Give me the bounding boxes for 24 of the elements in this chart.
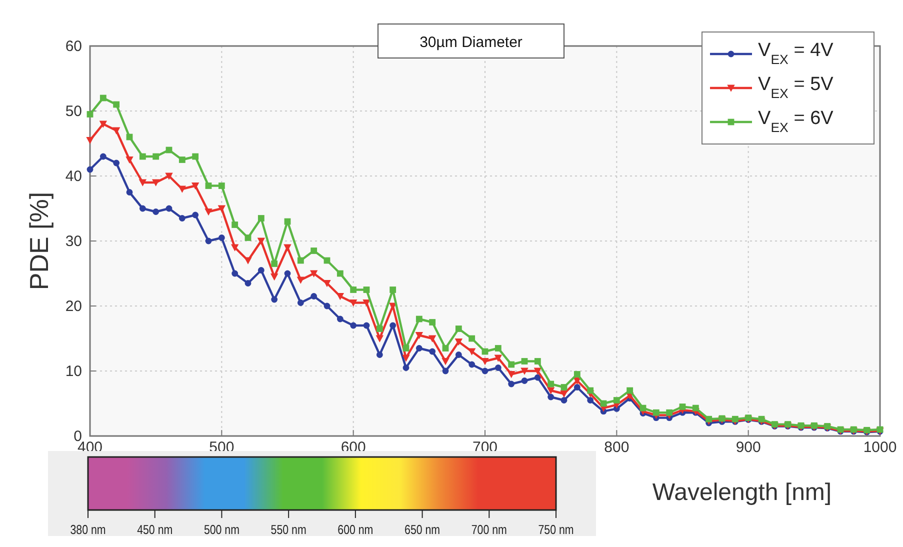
- y-tick-label: 60: [65, 38, 82, 55]
- text: 600 nm: [338, 522, 374, 538]
- legend-label: V$_{EX}$ = 4V: [758, 40, 834, 66]
- x-axis-title: Wavelength [nm]: [652, 479, 832, 506]
- text: 450 nm: [137, 522, 173, 538]
- x-tick-label: 800: [604, 439, 630, 456]
- y-tick-label: 10: [65, 363, 82, 380]
- text: 550 nm: [270, 522, 306, 538]
- y-tick-label: 50: [65, 103, 82, 120]
- annotation: 30µm Diameter: [420, 34, 522, 51]
- y-tick-label: 20: [65, 298, 82, 315]
- y-tick-label: 40: [65, 168, 82, 185]
- legend-label: V$_{EX}$ = 5V: [758, 74, 834, 100]
- x-tick-label: 900: [736, 439, 761, 456]
- y-tick-label: 0: [74, 428, 82, 445]
- text: 500 nm: [204, 522, 240, 538]
- text: 650 nm: [404, 522, 440, 538]
- x-tick-label: 1000: [863, 439, 897, 456]
- text: 700 nm: [471, 522, 507, 538]
- y-tick-label: 30: [65, 233, 82, 250]
- text: 380 nm: [70, 522, 106, 538]
- text: 750 nm: [538, 522, 574, 538]
- y-axis-title: PDE [%]: [24, 192, 54, 290]
- legend-label: V$_{EX}$ = 6V: [758, 108, 834, 134]
